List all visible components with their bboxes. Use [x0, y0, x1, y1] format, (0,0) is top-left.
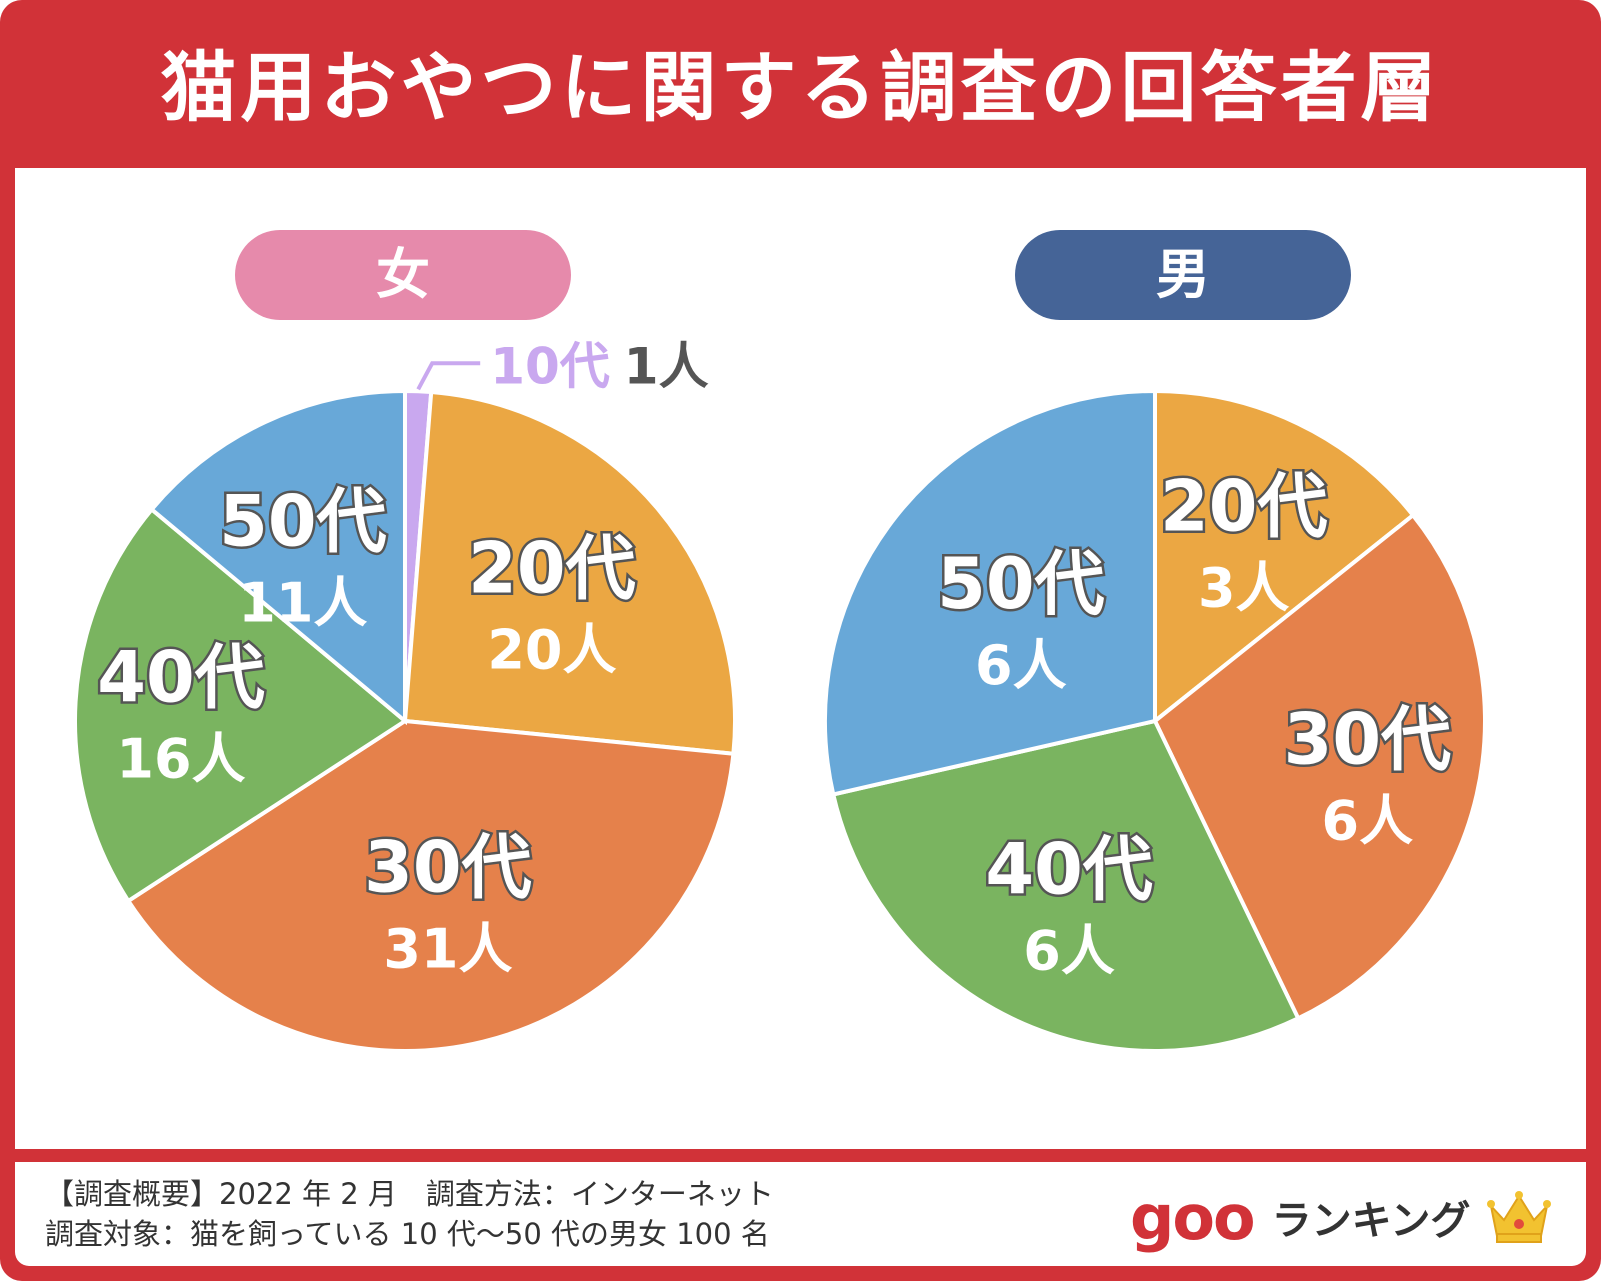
female-slice-1 — [402, 389, 737, 756]
male-pie: 20代 3人 30代 6人 40代 6人 50代 6人 — [823, 388, 1487, 1053]
female-slice-4 — [148, 388, 407, 726]
crown-icon — [1487, 1191, 1552, 1243]
male-slice-label-2: 40代 — [985, 828, 1152, 910]
survey-summary: 【調査概要】2022 年 2 月 調査方法：インターネット — [45, 1177, 774, 1211]
male-chart-title: 男 性 — [1015, 230, 1351, 396]
pie-charts: 10代 1人 20代 20人 30代 31人 40代 16人 50代 11人 20代 3人 30代 6人 4… — [73, 337, 1487, 1053]
male-slice-label-1: 30代 — [1284, 698, 1451, 780]
female-slice-label-2: 30代 — [364, 826, 531, 908]
goo-ranking-logo: goo ランキング — [1130, 1180, 1552, 1254]
female-chart-title: 女 性 — [235, 230, 571, 396]
male-slice-value-1: 6人 — [1322, 789, 1414, 852]
male-slice-value-3: 6人 — [975, 634, 1067, 697]
brand-goo: goo — [1130, 1180, 1256, 1254]
male-slice-label-3: 50代 — [937, 543, 1104, 625]
male-slice-value-2: 6人 — [1023, 919, 1115, 982]
female-slice-label-0: 10代 1人 — [490, 337, 708, 395]
female-leader-line-0 — [416, 361, 481, 391]
male-slice-label-0: 20代 — [1160, 466, 1327, 548]
female-slice-value-1: 20人 — [487, 618, 616, 681]
female-slice-value-3: 16人 — [116, 728, 245, 791]
footer: 【調査概要】2022 年 2 月 調査方法：インターネット 調査対象：猫を飼って… — [15, 1162, 1586, 1266]
brand-ranking: ランキング — [1271, 1198, 1471, 1244]
male-slice-1 — [1152, 512, 1487, 1021]
female-slice-label-3: 40代 — [97, 637, 264, 719]
female-slice-label-1: 20代 — [468, 527, 635, 609]
female-slice-label-4: 50代 — [219, 480, 386, 562]
female-pie: 10代 1人 20代 20人 30代 31人 40代 16人 50代 11人 — [73, 337, 737, 1053]
male-slice-value-0: 3人 — [1198, 557, 1290, 620]
page-title: 猫用おやつに関する調査の回答者層 — [160, 43, 1441, 132]
female-slice-value-4: 11人 — [238, 571, 367, 634]
chart-panel: 女 性 男 性 10代 1人 20代 20人 30代 31人 40代 16人 50代 11人 20代… — [15, 168, 1586, 1149]
male-slice-0 — [1153, 388, 1416, 726]
male-slice-2 — [830, 718, 1301, 1053]
male-slice-3 — [823, 388, 1157, 797]
survey-target: 調査対象：猫を飼っている 10 代〜50 代の男女 100 名 — [45, 1217, 770, 1251]
female-slice-value-2: 31人 — [383, 917, 512, 980]
female-slice-3 — [73, 506, 409, 904]
